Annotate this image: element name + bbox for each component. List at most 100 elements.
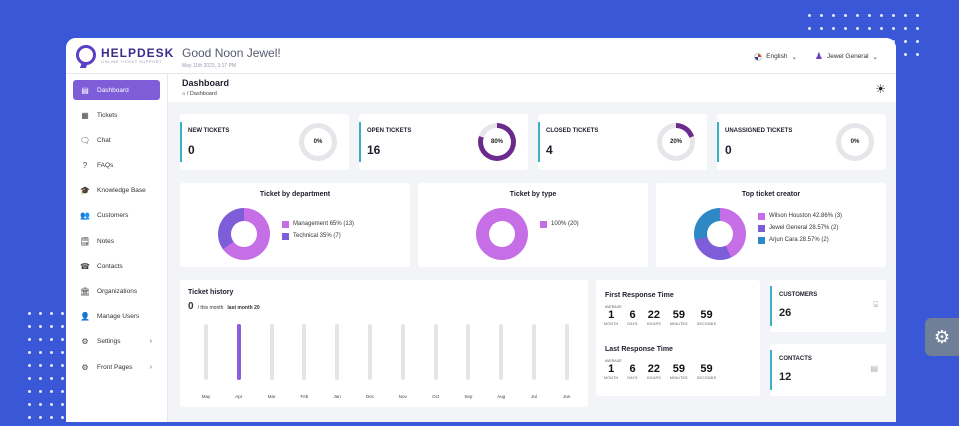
ticket-history-last-month: last month 20 xyxy=(227,305,260,311)
decorative-dot xyxy=(39,377,42,380)
sidebar-item-label: Notes xyxy=(97,237,114,245)
settings-gear-icon[interactable]: ⚙ xyxy=(925,318,959,356)
theme-toggle-sun-icon[interactable]: ☀ xyxy=(875,82,886,96)
stat-card-closed-tickets[interactable]: CLOSED TICKETS 4 20% xyxy=(538,114,707,170)
history-bar xyxy=(269,324,274,380)
stat-accent-bar xyxy=(359,122,361,162)
decorative-dot xyxy=(61,377,64,380)
sidebar-item-tickets[interactable]: ▦ Tickets xyxy=(73,105,160,125)
greeting: Good Noon Jewel! May 11th 2023, 3:17 PM xyxy=(182,46,281,69)
sidebar-item-dashboard[interactable]: ▤ Dashboard xyxy=(73,80,160,100)
decorative-dot xyxy=(61,351,64,354)
greeting-text: Good Noon Jewel! xyxy=(182,46,281,60)
page-header: Dashboard ⌂ / Dashboard ☀ xyxy=(168,74,896,102)
response-time-values: 1 MONTH 6 DAYS 22 HOURS 59 MINUTES 59 SECONDS xyxy=(604,309,716,327)
stat-percent: 0% xyxy=(304,128,332,156)
decorative-dot xyxy=(50,390,53,393)
sidebar-item-settings[interactable]: ⚙ Settings › xyxy=(73,332,160,352)
main-content: Dashboard ⌂ / Dashboard ☀ NEW TICKETS 0 0%… xyxy=(168,74,896,422)
sidebar-item-notes[interactable]: 🗒 Notes xyxy=(73,231,160,251)
response-time-number: 22 xyxy=(647,363,661,375)
contacts-icon: ☎ xyxy=(80,261,90,271)
history-bar xyxy=(368,324,372,380)
logo[interactable]: HELPDESK ONLINE TICKET SUPPORT xyxy=(76,45,174,65)
notes-icon: 🗒 xyxy=(79,236,91,246)
stat-percent: 20% xyxy=(662,128,690,156)
decorative-dot xyxy=(856,14,859,17)
history-bar xyxy=(236,324,241,380)
stat-label: CLOSED TICKETS xyxy=(546,128,599,134)
customers-accent-bar xyxy=(770,286,772,326)
decorative-dot xyxy=(61,325,64,328)
ticket-icon: ▦ xyxy=(81,110,89,120)
ticket-history-count: 0 xyxy=(188,301,194,312)
sidebar-item-contacts[interactable]: ☎ Contacts xyxy=(73,256,160,276)
contacts-value: 12 xyxy=(779,371,792,383)
stat-accent-bar xyxy=(717,122,719,162)
legend-swatch xyxy=(758,236,765,244)
legend-item: 100% (20) xyxy=(540,220,579,228)
decorative-dot xyxy=(50,364,53,367)
decorative-dot xyxy=(28,377,31,380)
stat-card-new-tickets[interactable]: NEW TICKETS 0 0% xyxy=(180,114,349,170)
ticket-history-card: Ticket history 0 / this month last month… xyxy=(180,280,588,407)
response-time-number: 6 xyxy=(629,363,636,375)
response-time-number: 59 xyxy=(700,309,713,321)
sidebar-item-label: Chat xyxy=(97,136,111,144)
home-icon[interactable]: ⌂ xyxy=(182,91,186,97)
stat-accent-bar xyxy=(538,122,540,162)
stat-card-open-tickets[interactable]: OPEN TICKETS 16 80% xyxy=(359,114,528,170)
response-time-unit: SECONDS xyxy=(696,376,717,380)
contacts-card[interactable]: CONTACTS 12 ▤ xyxy=(770,344,886,396)
response-time-unit: HOURS xyxy=(646,322,661,326)
decorative-dot xyxy=(832,14,835,17)
donut-hole xyxy=(231,221,257,247)
decorative-dot xyxy=(880,14,883,17)
history-bar xyxy=(302,324,307,380)
history-bar xyxy=(433,324,438,380)
manage-users-icon: 👤 xyxy=(80,312,90,322)
stat-percent: 80% xyxy=(483,128,511,156)
language-selector[interactable]: English ⌄ xyxy=(754,52,797,61)
sidebar-item-knowledge-base[interactable]: 🎓 Knowledge Base xyxy=(73,181,160,201)
response-time-unit: MINUTES xyxy=(669,322,688,326)
sidebar-item-label: Settings xyxy=(97,338,121,346)
sidebar-item-chat[interactable]: 🗨 Chat xyxy=(73,130,160,150)
donut-title: Ticket by department xyxy=(259,191,331,198)
donut-chart xyxy=(218,208,270,260)
decorative-dot xyxy=(50,325,53,328)
decorative-dot xyxy=(868,14,871,17)
sidebar-item-label: Dashboard xyxy=(97,86,129,94)
sidebar-item-label: Front Pages xyxy=(97,363,133,371)
response-time-unit: MONTH xyxy=(604,322,619,326)
stat-card-unassigned-tickets[interactable]: UNASSIGNED TICKETS 0 0% xyxy=(717,114,886,170)
decorative-dot xyxy=(892,27,895,30)
donut-hole xyxy=(707,221,733,247)
history-bar-label: Feb xyxy=(300,394,309,399)
customers-card[interactable]: CUSTOMERS 26 ⌸ xyxy=(770,280,886,332)
stat-value: 16 xyxy=(367,143,381,157)
sidebar-item-manage-users[interactable]: 👤 Manage Users xyxy=(73,307,160,327)
donut-legend: Wilson Houston 42.86% (3) Jewel General 2… xyxy=(758,212,842,248)
chevron-right-icon: › xyxy=(149,363,152,371)
sidebar-item-front-pages[interactable]: ⚙ Front Pages › xyxy=(73,357,160,377)
decorative-dot xyxy=(28,390,31,393)
legend-item: Arjun Cara 28.57% (2) xyxy=(758,236,842,244)
response-time-cell: 6 DAYS xyxy=(627,310,637,327)
legend-swatch xyxy=(282,220,289,228)
decorative-dot xyxy=(50,416,53,419)
knowledge-base-icon: 🎓 xyxy=(80,186,90,196)
decorative-dot xyxy=(916,27,919,30)
decorative-dot xyxy=(61,338,64,341)
history-bar-label: Aug xyxy=(497,394,506,399)
decorative-dot xyxy=(820,14,823,17)
sidebar-item-customers[interactable]: 👥 Customers xyxy=(73,206,160,226)
sidebar-item-organizations[interactable]: 🏛 Organizations xyxy=(73,282,160,302)
user-menu[interactable]: ♟ Jewel General ⌄ xyxy=(815,51,878,62)
chevron-down-icon: ⌄ xyxy=(872,53,878,61)
customers-value: 26 xyxy=(779,307,792,319)
chat-icon: 🗨 xyxy=(79,135,91,145)
sidebar-item-faqs[interactable]: ? FAQs xyxy=(73,156,160,176)
history-bar-label: Oct xyxy=(432,394,440,399)
decorative-dot xyxy=(868,27,871,30)
